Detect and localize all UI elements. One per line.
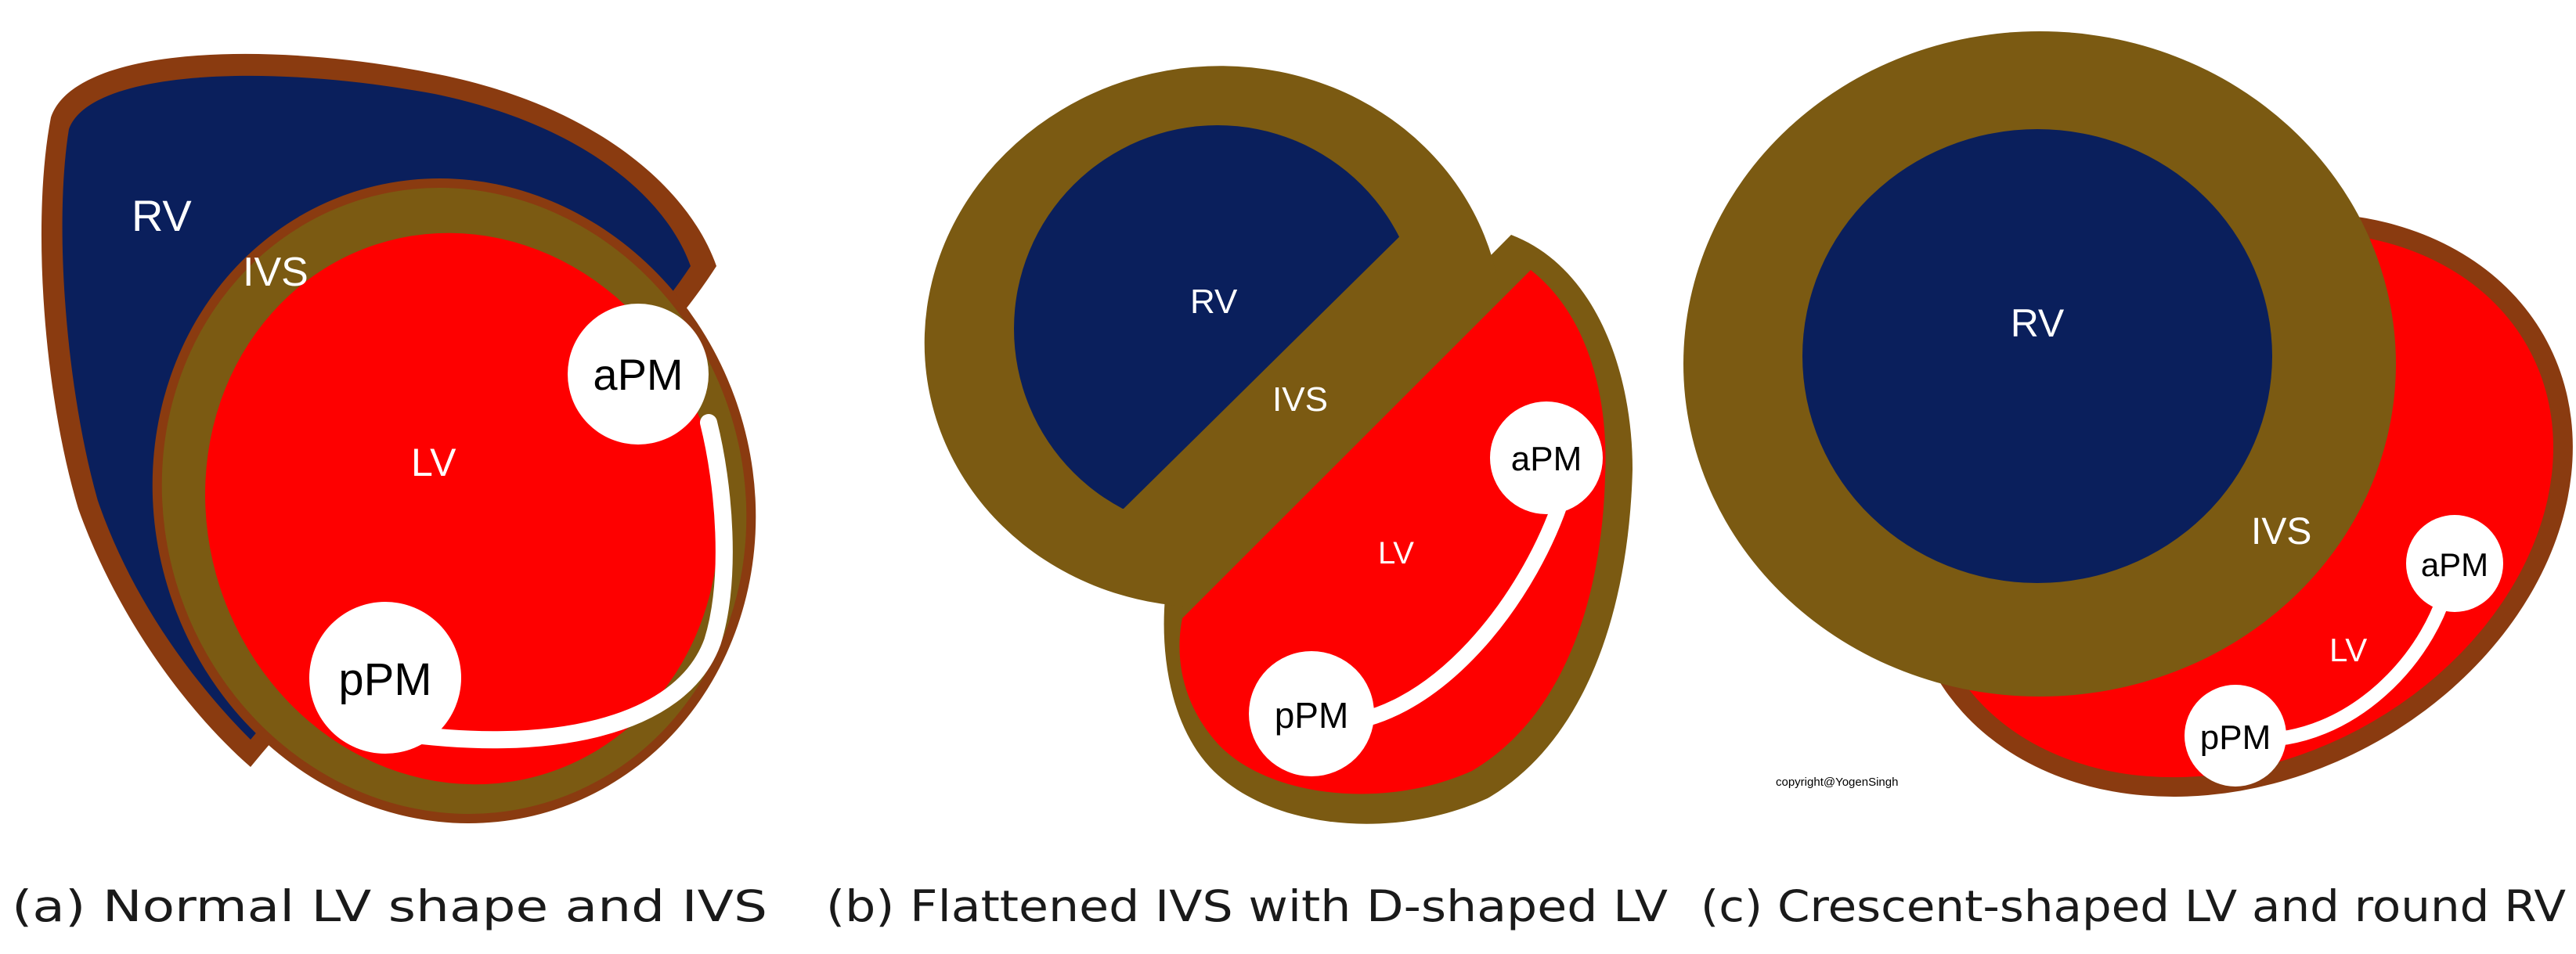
panel-b-ppm-label: pPM — [1275, 695, 1349, 736]
panel-c-copyright: copyright@YogenSingh — [1776, 776, 1898, 789]
caption-a: (a) Normal LV shape and IVS — [12, 881, 767, 931]
panel-c-ppm-label: pPM — [2200, 718, 2271, 757]
caption-c: (c) Crescent-shaped LV and round RV — [1701, 881, 2566, 931]
panel-a-rv-label: RV — [132, 191, 192, 240]
panel-c-apm — [2406, 515, 2503, 612]
panel-b-apm — [1490, 401, 1603, 514]
panel-a: RV IVS LV aPM pPM — [41, 53, 756, 823]
panel-b-rv-label: RV — [1190, 283, 1238, 321]
panel-a-lv-label: LV — [411, 441, 456, 484]
panel-c-lv-label: LV — [2329, 632, 2367, 668]
panel-c-apm-label: aPM — [2421, 546, 2488, 583]
panel-a-ppm — [309, 602, 461, 754]
panel-b: RV IVS LV aPM pPM — [924, 66, 1633, 824]
panel-a-ivs-label: IVS — [243, 250, 308, 295]
panel-a-ppm-label: pPM — [338, 654, 431, 705]
panel-b-lv-label: LV — [1378, 536, 1414, 571]
panel-b-ppm — [1249, 651, 1374, 776]
panel-a-apm — [568, 304, 709, 445]
panel-c-ppm — [2185, 685, 2286, 787]
panel-b-ivs-label: IVS — [1272, 380, 1328, 419]
panel-c-rv-cavity — [1802, 129, 2272, 583]
caption-b: (b) Flattened IVS with D-shaped LV — [826, 881, 1668, 931]
panel-c: RV IVS LV aPM pPM copyright@YogenSingh — [1683, 31, 2573, 797]
panel-a-chordal-band — [383, 414, 733, 749]
panel-c-ivs-label: IVS — [2251, 511, 2311, 553]
panel-c-rv-label: RV — [2011, 301, 2065, 345]
panel-b-apm-label: aPM — [1511, 440, 1582, 478]
panel-a-apm-label: aPM — [593, 350, 683, 399]
